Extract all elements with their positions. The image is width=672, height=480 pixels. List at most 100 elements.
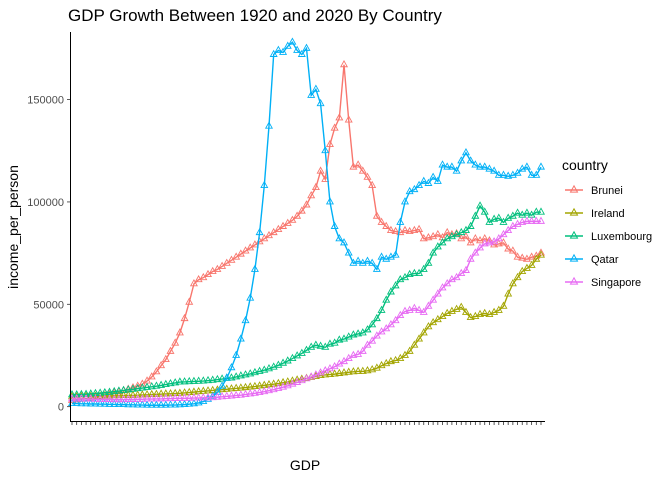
data-point xyxy=(227,362,236,371)
data-point xyxy=(213,387,222,395)
data-point xyxy=(227,373,236,381)
data-point xyxy=(157,400,166,408)
data-point xyxy=(532,254,541,262)
data-point xyxy=(532,216,541,224)
y-tick-label: 150000 xyxy=(27,95,64,107)
data-point xyxy=(400,306,410,314)
data-point xyxy=(250,388,259,396)
y-tick-label: 50000 xyxy=(33,299,64,311)
data-point xyxy=(527,252,536,260)
data-point xyxy=(476,243,485,251)
data-point xyxy=(157,380,166,388)
data-point xyxy=(274,383,283,391)
data-point xyxy=(504,289,513,297)
data-point xyxy=(241,370,250,378)
data-point xyxy=(476,201,485,209)
data-point xyxy=(424,322,433,330)
data-point xyxy=(180,377,189,385)
data-point xyxy=(354,366,363,374)
data-point xyxy=(368,180,377,188)
data-point xyxy=(363,366,372,374)
data-point xyxy=(255,227,264,236)
y-tick-label: 100000 xyxy=(27,197,64,209)
data-point xyxy=(246,293,255,301)
data-point xyxy=(307,191,316,199)
data-point xyxy=(471,211,480,219)
data-point xyxy=(316,341,325,349)
data-point xyxy=(138,383,147,391)
data-point xyxy=(194,393,203,401)
data-point xyxy=(415,305,424,313)
data-point xyxy=(461,231,470,240)
legend-label: Singapore xyxy=(591,277,641,289)
data-point xyxy=(171,393,180,401)
data-point xyxy=(133,390,142,398)
data-point xyxy=(349,367,358,375)
data-point xyxy=(279,47,288,55)
data-point xyxy=(194,376,203,384)
data-point xyxy=(283,377,292,385)
data-point xyxy=(405,346,414,354)
data-point xyxy=(133,383,142,392)
data-point xyxy=(499,238,508,246)
data-point xyxy=(260,365,269,373)
data-point xyxy=(513,252,522,260)
data-point xyxy=(213,374,222,383)
data-point xyxy=(307,90,316,98)
data-point xyxy=(354,329,363,337)
data-point xyxy=(433,176,442,184)
data-point xyxy=(410,303,419,311)
data-point xyxy=(419,328,428,336)
data-point xyxy=(203,386,213,394)
series-qatar xyxy=(67,37,546,408)
data-point xyxy=(110,394,119,403)
data-point xyxy=(424,178,433,186)
data-point xyxy=(255,366,264,374)
data-point xyxy=(260,180,269,188)
data-point xyxy=(279,377,288,386)
data-point xyxy=(311,340,320,348)
data-point xyxy=(288,379,297,387)
series-brunei xyxy=(67,59,546,403)
data-point xyxy=(236,383,245,391)
data-point xyxy=(518,253,527,261)
data-point xyxy=(311,182,320,191)
legend-key-marker xyxy=(569,184,579,193)
data-point xyxy=(316,166,325,174)
data-point xyxy=(504,171,513,179)
legend-label: Ireland xyxy=(591,208,625,220)
data-point xyxy=(133,400,142,408)
data-point xyxy=(91,394,100,402)
data-point xyxy=(363,325,372,333)
data-point xyxy=(485,238,494,246)
data-point xyxy=(171,378,180,386)
data-point xyxy=(297,206,306,214)
data-point xyxy=(490,166,499,174)
data-point xyxy=(536,162,546,170)
data-point xyxy=(476,309,485,317)
data-point xyxy=(443,279,452,287)
data-point xyxy=(466,312,475,321)
data-point xyxy=(321,145,330,154)
data-point xyxy=(419,264,428,272)
legend-key-marker xyxy=(569,230,579,239)
data-point xyxy=(147,394,156,402)
data-point xyxy=(349,330,358,338)
data-point xyxy=(161,400,170,408)
data-point xyxy=(429,295,438,303)
data-point xyxy=(386,356,395,365)
data-point xyxy=(419,307,428,315)
data-point xyxy=(447,162,456,170)
data-point xyxy=(264,121,273,129)
data-point xyxy=(288,215,297,223)
data-point xyxy=(241,389,250,398)
data-point xyxy=(452,272,461,281)
data-point xyxy=(536,216,546,224)
data-point xyxy=(124,400,133,408)
data-point xyxy=(110,391,119,399)
data-point xyxy=(96,399,105,407)
data-point xyxy=(241,382,250,391)
data-point xyxy=(433,229,442,238)
data-point xyxy=(490,214,499,222)
data-point xyxy=(438,238,447,246)
